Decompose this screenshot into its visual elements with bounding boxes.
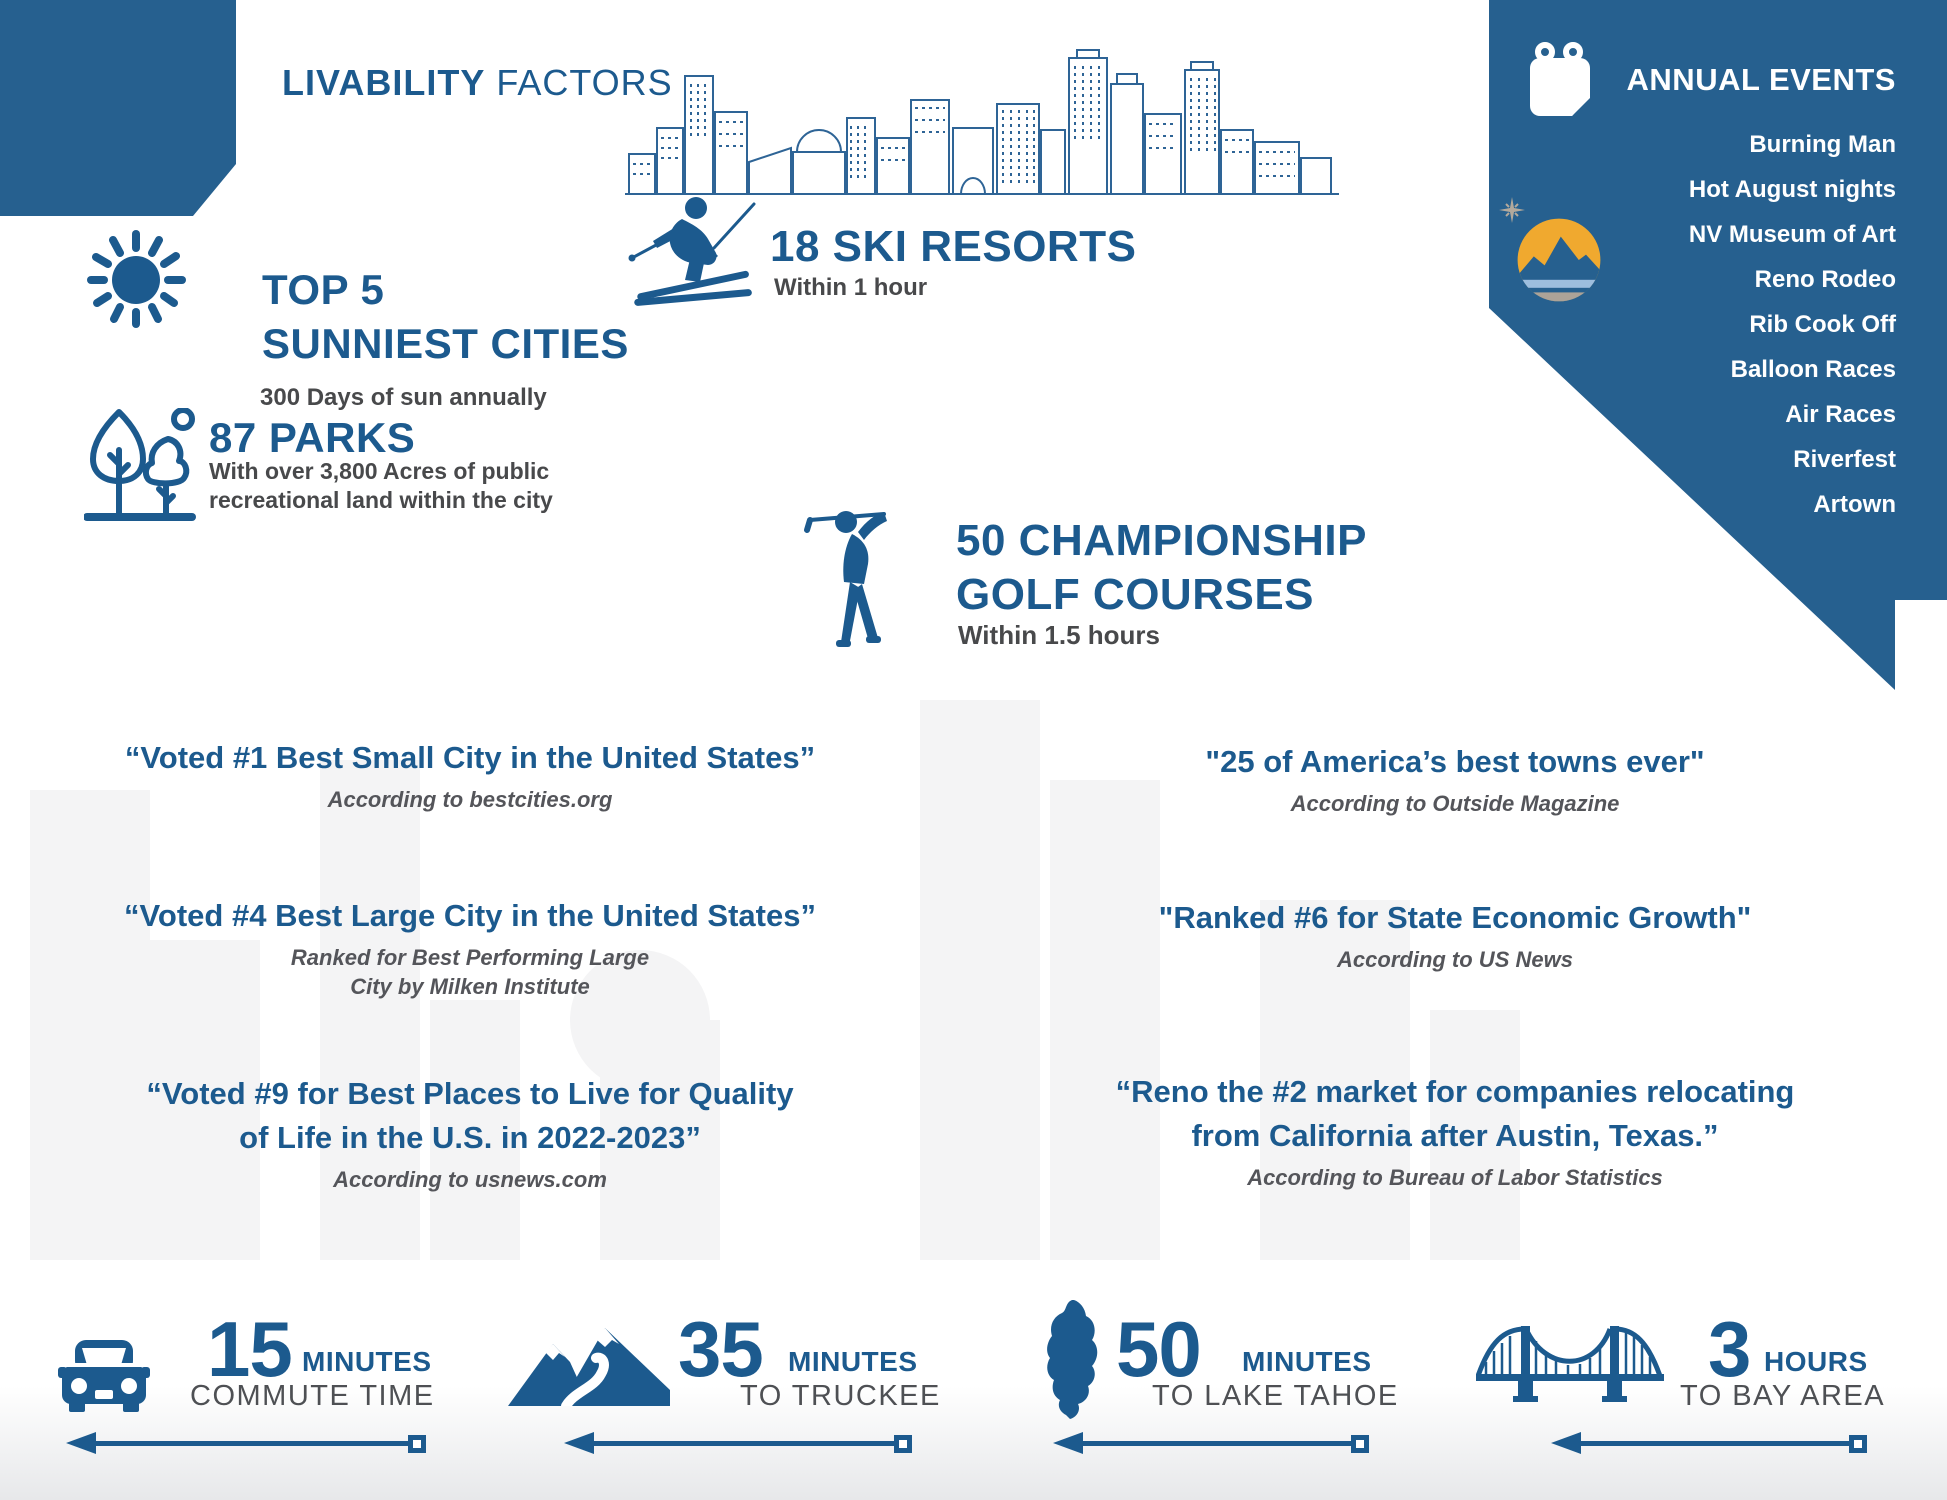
page-title: LIVABILITY FACTORS [282, 62, 673, 104]
event-item: NV Museum of Art [1688, 221, 1896, 248]
ski-title: 18 SKI RESORTS [770, 222, 1137, 271]
arrowhead-left [1551, 1432, 1581, 1454]
quote-text: of Life in the U.S. in 2022-2023” [239, 1120, 701, 1155]
golf-title-line2: GOLF COURSES [956, 570, 1315, 619]
event-item: Air Races [1785, 401, 1896, 428]
reno-skyline-illustration [625, 49, 1339, 195]
arrowhead-left [1053, 1432, 1083, 1454]
sunny-title-line2: SUNNIEST CITIES [262, 320, 629, 367]
page-title-bold: LIVABILITY [282, 62, 486, 103]
skier-icon [628, 197, 756, 306]
why-reno-badge [0, 0, 236, 216]
event-item: Burning Man [1749, 131, 1896, 158]
distance-unit: MINUTES [302, 1346, 432, 1377]
sunny-title-line1: TOP 5 [262, 266, 385, 313]
event-item: Reno Rodeo [1754, 266, 1896, 293]
golf-subtext: Within 1.5 hours [958, 620, 1160, 650]
sparkle-icon [1499, 197, 1525, 223]
parks-subtext-line1: With over 3,800 Acres of public [209, 458, 550, 484]
quote-text: “Reno the #2 market for companies reloca… [1115, 1074, 1795, 1109]
arrow-square-end [894, 1435, 912, 1453]
arrowhead-left [66, 1432, 96, 1454]
distance-arrow [1053, 1432, 1369, 1454]
quote-text: “Voted #9 for Best Places to Live for Qu… [146, 1076, 794, 1111]
sun-icon [87, 230, 186, 328]
nevada-state-shape [1489, 0, 1947, 690]
quote-block: “Voted #9 for Best Places to Live for Qu… [70, 1072, 870, 1194]
distance-unit: HOURS [1764, 1346, 1868, 1377]
golf-title-line1: 50 CHAMPIONSHIP [956, 516, 1367, 565]
event-item: Rib Cook Off [1749, 311, 1896, 338]
distance-arrow [564, 1432, 912, 1454]
parks-subtext-line2: recreational land within the city [209, 487, 553, 513]
parks-title: 87 PARKS [209, 414, 416, 461]
event-item: Artown [1813, 491, 1896, 518]
distance-label: TO TRUCKEE [740, 1380, 941, 1412]
annual-events-title: ANNUAL EVENTS [1626, 62, 1896, 97]
quote-source: Ranked for Best Performing Large [290, 945, 650, 970]
quote-source: According to Bureau of Labor Statistics [1247, 1165, 1663, 1190]
quote-text: "25 of America’s best towns ever" [1205, 744, 1705, 779]
arrowhead-left [564, 1432, 594, 1454]
quote-text: "Ranked #6 for State Economic Growth" [1158, 900, 1752, 935]
ski-subtext: Within 1 hour [774, 274, 928, 301]
page-title-rest: FACTORS [485, 62, 673, 103]
background-watermark-skyline [30, 700, 1520, 1260]
car-icon [58, 1340, 150, 1412]
event-item: Balloon Races [1730, 356, 1896, 383]
annual-events-list: Burning Man Hot August nights NV Museum … [1460, 122, 1896, 527]
arrow-square-end [1849, 1435, 1867, 1453]
quote-source: According to Outside Magazine [1290, 791, 1620, 816]
event-item: Riverfest [1793, 446, 1896, 473]
sunny-subtext: 300 Days of sun annually [260, 384, 547, 411]
quote-block: “Voted #1 Best Small City in the United … [70, 736, 870, 814]
quote-source: According to bestcities.org [327, 787, 613, 812]
distance-value: 3 [1708, 1305, 1751, 1393]
lake-tahoe-icon [1047, 1300, 1098, 1419]
distance-unit: MINUTES [1242, 1346, 1372, 1377]
bridge-icon [1476, 1326, 1664, 1402]
arrow-square-end [408, 1435, 426, 1453]
reno-city-logo [1517, 218, 1601, 302]
distance-value: 35 [678, 1305, 764, 1393]
distance-value: 50 [1116, 1305, 1202, 1393]
distance-unit: MINUTES [788, 1346, 918, 1377]
quote-block: "Ranked #6 for State Economic Growth" Ac… [1055, 896, 1855, 974]
distance-label: TO BAY AREA [1680, 1380, 1886, 1412]
arrow-square-end [1351, 1435, 1369, 1453]
mountains-icon [508, 1328, 670, 1406]
quote-text: “Voted #1 Best Small City in the United … [124, 740, 816, 775]
quote-block: “Reno the #2 market for companies reloca… [1055, 1070, 1855, 1192]
quote-text: “Voted #4 Best Large City in the United … [124, 898, 816, 933]
quote-source: City by Milken Institute [350, 974, 590, 999]
calendar-icon [1530, 42, 1590, 116]
quote-block: "25 of America’s best towns ever" Accord… [1055, 740, 1855, 818]
event-item: Hot August nights [1688, 176, 1896, 203]
quote-source: According to usnews.com [333, 1167, 607, 1192]
distance-arrow [66, 1432, 426, 1454]
park-trees-icon [84, 408, 196, 521]
distance-value: 15 [207, 1305, 293, 1393]
quote-block: “Voted #4 Best Large City in the United … [70, 894, 870, 1001]
golfer-icon [804, 511, 887, 647]
distance-label: COMMUTE TIME [190, 1380, 435, 1412]
distance-label: TO LAKE TAHOE [1152, 1380, 1399, 1412]
quote-source: According to US News [1337, 947, 1573, 972]
quote-text: from California after Austin, Texas.” [1191, 1118, 1719, 1153]
distance-arrow [1551, 1432, 1867, 1454]
